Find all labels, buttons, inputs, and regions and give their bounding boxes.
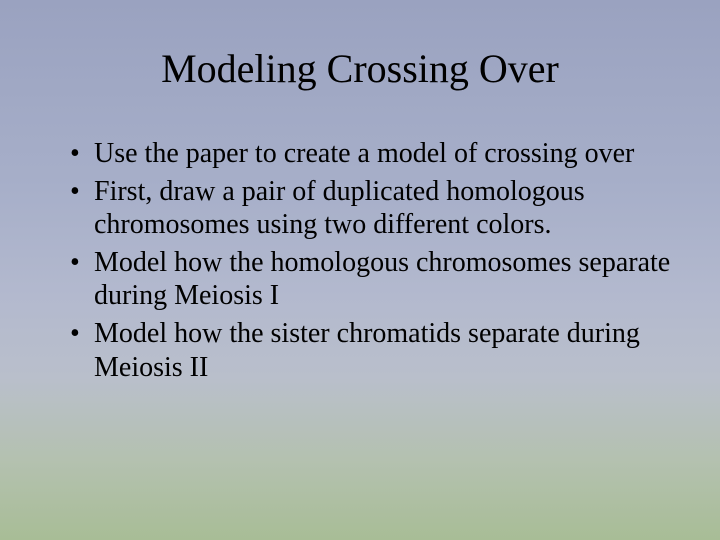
bullet-list: Use the paper to create a model of cross… bbox=[40, 137, 680, 384]
slide-container: Modeling Crossing Over Use the paper to … bbox=[0, 0, 720, 540]
list-item: Use the paper to create a model of cross… bbox=[70, 137, 680, 171]
slide-title: Modeling Crossing Over bbox=[40, 45, 680, 92]
list-item: Model how the sister chromatids separate… bbox=[70, 317, 680, 384]
list-item: First, draw a pair of duplicated homolog… bbox=[70, 175, 680, 242]
list-item: Model how the homologous chromosomes sep… bbox=[70, 246, 680, 313]
